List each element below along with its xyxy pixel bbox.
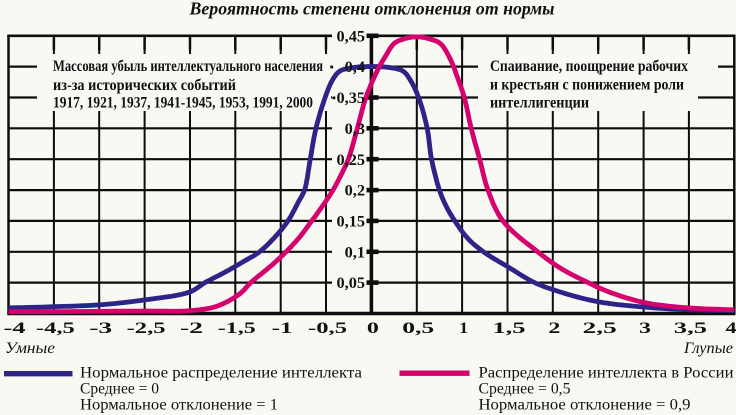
svg-text:Массовая убыль интеллектуально: Массовая убыль интеллектуального населен… bbox=[53, 58, 323, 75]
svg-text:Глупые: Глупые bbox=[683, 340, 733, 357]
svg-text:1917, 1921, 1937, 1941-1945, 1: 1917, 1921, 1937, 1941-1945, 1953, 1991,… bbox=[53, 95, 313, 112]
svg-text:из-за исторических событий: из-за исторических событий bbox=[53, 77, 236, 94]
svg-text:0: 0 bbox=[367, 318, 379, 337]
svg-text:Умные: Умные bbox=[5, 340, 55, 357]
svg-text:Распределение интеллекта в Рос: Распределение интеллекта в России bbox=[479, 365, 734, 382]
svg-text:0,4: 0,4 bbox=[345, 57, 365, 76]
svg-text:0,45: 0,45 bbox=[337, 26, 366, 45]
svg-text:Среднее = 0,5: Среднее = 0,5 bbox=[479, 381, 571, 398]
svg-text:-4,5: -4,5 bbox=[36, 318, 75, 337]
svg-text:-2: -2 bbox=[180, 318, 203, 337]
svg-text:0,2: 0,2 bbox=[345, 181, 365, 200]
svg-text:Вероятность степени отклонения: Вероятность степени отклонения от нормы bbox=[188, 0, 554, 19]
svg-text:и крестьян с понижением роли: и крестьян с понижением роли bbox=[490, 77, 684, 94]
svg-text:Нормальное отклонение = 1: Нормальное отклонение = 1 bbox=[80, 396, 278, 413]
svg-text:2,5: 2,5 bbox=[583, 318, 617, 337]
svg-text:-1,5: -1,5 bbox=[218, 318, 256, 337]
svg-text:интеллигенции: интеллигенции bbox=[490, 95, 589, 112]
svg-text:Нормальное распределение интел: Нормальное распределение интеллекта bbox=[80, 365, 362, 382]
svg-text:3,5: 3,5 bbox=[674, 318, 707, 337]
svg-text:0,35: 0,35 bbox=[337, 88, 366, 107]
svg-text:1,5: 1,5 bbox=[492, 318, 525, 337]
svg-text:2: 2 bbox=[548, 318, 560, 337]
svg-text:0,5: 0,5 bbox=[402, 318, 434, 337]
svg-text:-4: -4 bbox=[4, 318, 26, 337]
svg-text:0,25: 0,25 bbox=[337, 150, 366, 169]
svg-text:1: 1 bbox=[459, 318, 468, 337]
svg-text:-3: -3 bbox=[89, 318, 112, 337]
svg-text:0,1: 0,1 bbox=[345, 242, 365, 261]
svg-text:0,3: 0,3 bbox=[345, 119, 365, 138]
svg-text:Среднее = 0: Среднее = 0 bbox=[80, 381, 159, 398]
svg-text:3: 3 bbox=[639, 318, 651, 337]
svg-text:Нормальное отклонение = 0,9: Нормальное отклонение = 0,9 bbox=[479, 396, 691, 413]
svg-text:-0,5: -0,5 bbox=[308, 318, 347, 337]
svg-text:0,05: 0,05 bbox=[337, 273, 366, 292]
svg-text:4: 4 bbox=[726, 318, 736, 337]
svg-text:0,15: 0,15 bbox=[337, 212, 366, 231]
svg-text:Спаивание, поощрение рабочих: Спаивание, поощрение рабочих bbox=[490, 58, 688, 75]
svg-text:-2,5: -2,5 bbox=[127, 318, 166, 337]
svg-text:-1: -1 bbox=[272, 318, 293, 337]
